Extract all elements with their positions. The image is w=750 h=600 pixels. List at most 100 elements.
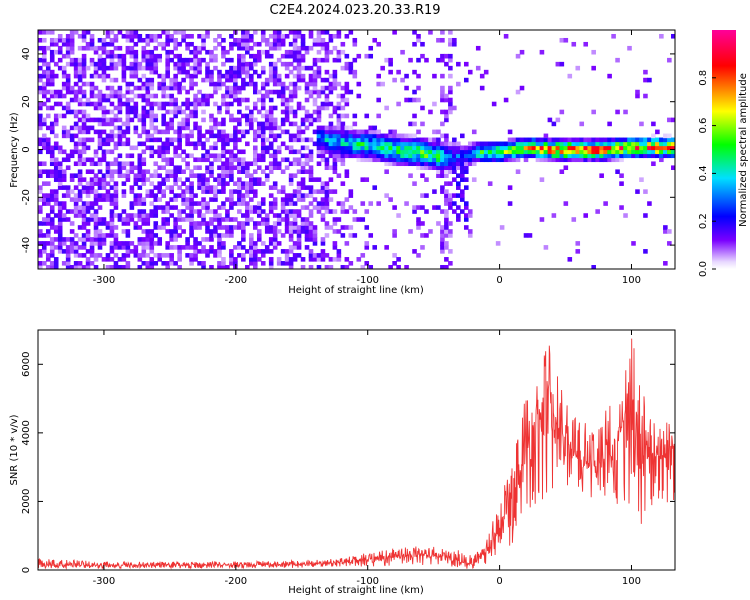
heatmap-cell: [643, 153, 648, 159]
heatmap-cell: [81, 141, 87, 147]
heatmap-cell: [201, 213, 206, 218]
heatmap-cell: [272, 213, 278, 218]
heatmap-cell: [77, 69, 83, 75]
heatmap-cell: [109, 121, 115, 127]
heatmap-cell: [165, 177, 170, 182]
heatmap-cell: [209, 221, 214, 226]
heatmap-cell: [153, 225, 159, 230]
heatmap-cell: [483, 141, 489, 147]
heatmap-cell: [97, 185, 103, 190]
heatmap-cell: [193, 141, 198, 147]
heatmap-cell: [392, 253, 397, 258]
heatmap-cell: [229, 261, 234, 266]
heatmap-cell: [109, 137, 115, 143]
heatmap-cell: [332, 69, 338, 75]
heatmap-cell: [308, 121, 314, 127]
heatmap-cell: [268, 117, 274, 123]
heatmap-cell: [77, 253, 83, 258]
heatmap-cell: [619, 141, 624, 147]
heatmap-cell: [45, 221, 51, 226]
heatmap-cell: [272, 205, 278, 210]
heatmap-cell: [316, 133, 322, 139]
heatmap-cell: [316, 105, 322, 111]
heatmap-cell: [424, 209, 429, 214]
heatmap-cell: [440, 73, 445, 79]
heatmap-cell: [153, 61, 159, 67]
heatmap-cell: [145, 77, 151, 83]
heatmap-cell: [153, 117, 159, 123]
heatmap-cell: [129, 169, 135, 174]
heatmap-cell: [185, 213, 190, 218]
heatmap-cell: [113, 241, 119, 246]
heatmap-cell: [292, 173, 298, 178]
heatmap-cell: [440, 157, 445, 163]
heatmap-cell: [304, 113, 310, 119]
heatmap-cell: [125, 30, 131, 35]
heatmap-cell: [591, 145, 596, 151]
heatmap-cell: [169, 85, 174, 91]
heatmap-cell: [41, 93, 47, 99]
heatmap-cell: [352, 113, 358, 119]
heatmap-cell: [448, 149, 453, 155]
heatmap-cell: [229, 89, 234, 95]
heatmap-cell: [38, 117, 43, 123]
y-tick-label: 40: [21, 48, 32, 61]
heatmap-cell: [61, 133, 67, 139]
heatmap-cell: [93, 105, 99, 111]
heatmap-cell: [109, 233, 115, 238]
heatmap-cell: [145, 233, 151, 238]
heatmap-cell: [615, 137, 620, 143]
heatmap-cell: [193, 69, 198, 75]
heatmap-cell: [264, 77, 270, 83]
heatmap-cell: [300, 37, 306, 43]
heatmap-cell: [105, 137, 111, 143]
heatmap-cell: [93, 173, 99, 178]
heatmap-cell: [141, 245, 147, 250]
heatmap-cell: [177, 121, 182, 127]
heatmap-cell: [376, 149, 381, 155]
heatmap-cell: [420, 233, 425, 238]
heatmap-cell: [272, 69, 278, 75]
heatmap-cell: [340, 49, 346, 55]
heatmap-cell: [460, 161, 465, 167]
heatmap-cell: [109, 65, 115, 71]
heatmap-cell: [312, 69, 318, 75]
heatmap-cell: [539, 149, 545, 155]
heatmap-cell: [268, 205, 274, 210]
heatmap-cell: [296, 241, 302, 246]
heatmap-cell: [249, 217, 254, 222]
heatmap-cell: [161, 145, 166, 151]
heatmap-cell: [575, 65, 581, 71]
heatmap-cell: [241, 185, 246, 190]
heatmap-cell: [189, 65, 194, 71]
heatmap-cell: [268, 45, 274, 51]
heatmap-cell: [205, 229, 210, 234]
heatmap-cell: [260, 169, 266, 174]
heatmap-cell: [53, 197, 59, 202]
heatmap-cell: [320, 237, 326, 242]
heatmap-cell: [372, 157, 378, 163]
heatmap-cell: [515, 137, 521, 143]
heatmap-cell: [133, 225, 139, 230]
heatmap-cell: [328, 137, 334, 143]
heatmap-cell: [53, 141, 59, 147]
heatmap-cell: [340, 93, 346, 99]
heatmap-cell: [97, 169, 103, 174]
heatmap-cell: [113, 225, 119, 230]
heatmap-cell: [360, 201, 366, 206]
heatmap-cell: [177, 177, 182, 182]
heatmap-cell: [161, 105, 166, 111]
heatmap-cell: [197, 141, 202, 147]
heatmap-cell: [165, 145, 170, 151]
heatmap-cell: [320, 37, 326, 43]
heatmap-cell: [292, 149, 298, 155]
heatmap-cell: [432, 141, 437, 147]
heatmap-cell: [328, 177, 334, 182]
heatmap-cell: [205, 201, 210, 206]
heatmap-cell: [129, 109, 135, 115]
heatmap-cell: [360, 145, 366, 151]
heatmap-cell: [189, 153, 194, 159]
heatmap-cell: [416, 205, 421, 210]
heatmap-cell: [201, 237, 206, 242]
heatmap-cell: [217, 129, 222, 135]
